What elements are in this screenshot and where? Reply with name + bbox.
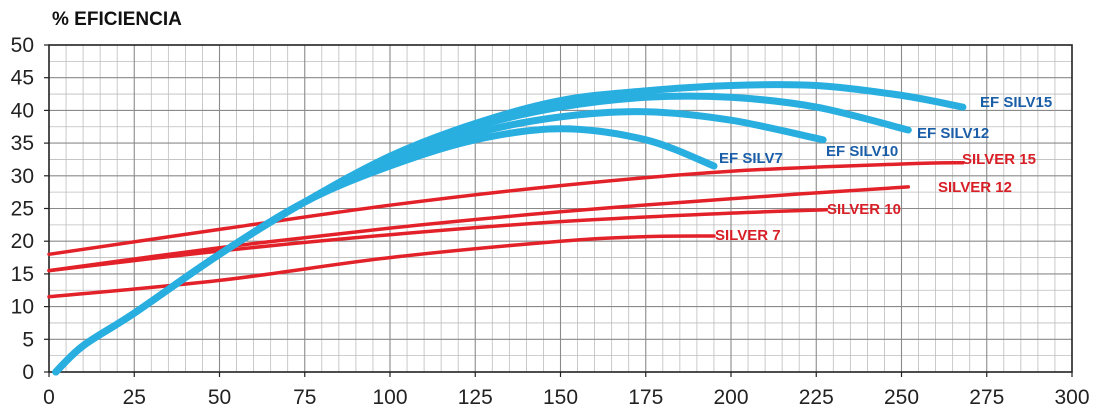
series-line-silver-10 [47,208,829,273]
series-line-ef-silv15 [52,81,967,376]
y-tick-label: 35 [11,132,34,155]
y-tick-label: 15 [11,263,34,286]
series-label-silver-10: SILVER 10 [827,201,901,218]
chart-grid [49,45,1072,372]
y-tick-label: 50 [11,34,34,57]
series-label-ef-silv7: EF SILV7 [719,150,783,167]
chart-title: % EFICIENCIA [52,9,182,30]
y-tick-label: 30 [11,165,34,188]
series-label-silver-7: SILVER 7 [715,227,781,244]
series-line-silver-12 [47,185,911,273]
tick-labels: 0 25 50 75 100 125 150 175 200 225 250 275 300 0 5 10 15… [11,34,1090,409]
x-tick-label: 275 [969,386,1004,409]
y-tick-label: 20 [11,230,34,253]
x-tick-label: 125 [458,386,493,409]
x-tick-label: 25 [123,386,146,409]
chart-series [47,81,967,376]
y-tick-label: 0 [22,361,34,384]
chart-axes [44,44,1073,377]
x-tick-label: 300 [1054,386,1089,409]
x-tick-label: 150 [543,386,578,409]
series-line-silver-15 [47,160,965,257]
series-label-ef-silv12: EF SILV12 [917,125,989,142]
y-tick-label: 10 [11,296,34,319]
series-label-silver-15: SILVER 15 [962,151,1036,168]
series-label-silver-12: SILVER 12 [938,179,1012,196]
x-tick-label: 200 [713,386,748,409]
y-tick-label: 5 [22,328,34,351]
series-labels: EF SILV7 EF SILV10 EF SILV12 EF SILV15 SILVE… [715,94,1052,244]
y-tick-label: 40 [11,99,34,122]
x-tick-label: 225 [799,386,834,409]
y-tick-label: 25 [11,198,34,221]
x-tick-label: 250 [884,386,919,409]
series-label-ef-silv15: EF SILV15 [980,94,1052,111]
x-tick-label: 75 [293,386,316,409]
series-label-ef-silv10: EF SILV10 [826,143,898,160]
x-tick-label: 0 [43,386,55,409]
x-tick-label: 100 [372,386,407,409]
x-tick-label: 50 [208,386,231,409]
y-tick-label: 45 [11,67,34,90]
x-tick-label: 175 [628,386,663,409]
